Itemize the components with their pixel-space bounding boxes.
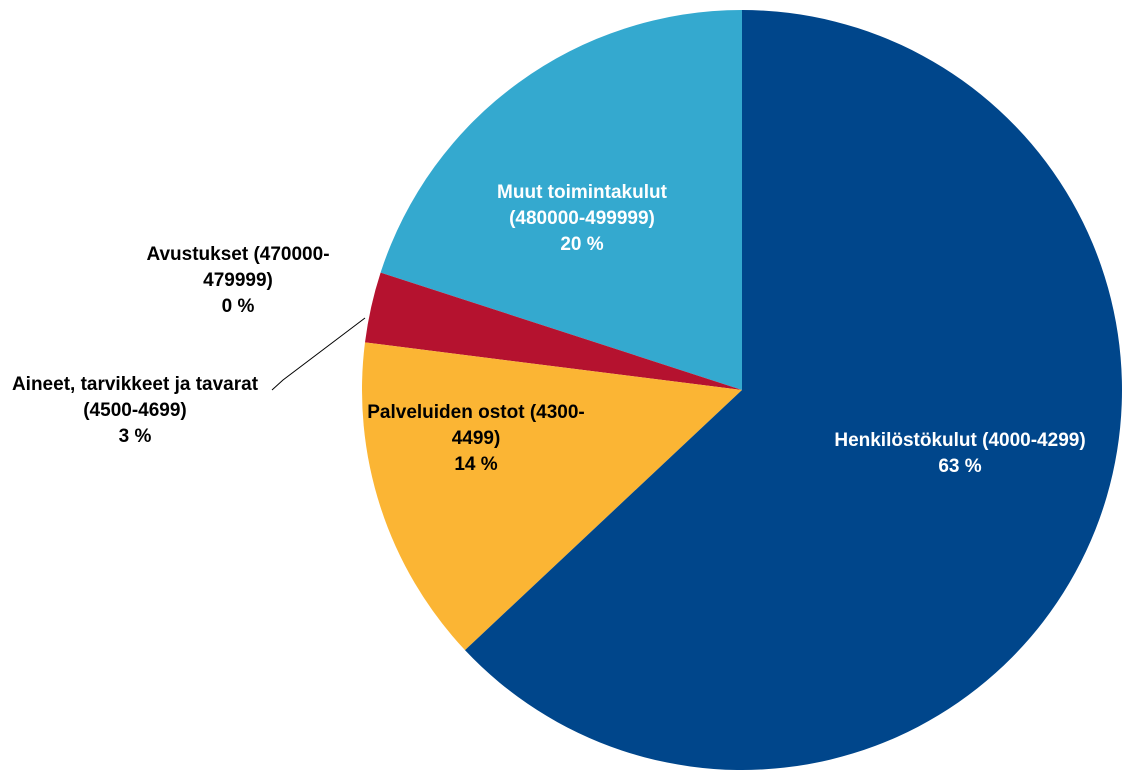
- category-label: Aineet, tarvikkeet ja tavarat (4500-4699…: [11, 374, 259, 421]
- slice-label: Avustukset (470000-479999) 0 %: [138, 242, 338, 320]
- pie-slice: [364, 272, 742, 390]
- value-label: 20 %: [560, 234, 604, 255]
- category-label: Avustukset (470000-479999): [146, 244, 330, 291]
- category-label: Muut toimintakulut (480000-499999): [497, 182, 667, 229]
- category-label: Palveluiden ostot (4300-4499): [367, 402, 585, 449]
- category-label: Henkilöstökulut (4000-4299): [834, 430, 1086, 451]
- pie-slice: [361, 342, 742, 651]
- slice-label: Aineet, tarvikkeet ja tavarat (4500-4699…: [0, 372, 273, 450]
- pie-slice: [464, 10, 1122, 770]
- value-label: 63 %: [938, 456, 982, 477]
- value-label: 3 %: [118, 426, 152, 447]
- slice-label: Palveluiden ostot (4300-4499) 14 %: [366, 400, 586, 478]
- value-label: 0 %: [221, 296, 255, 317]
- slice-label: Muut toimintakulut (480000-499999) 20 %: [472, 180, 692, 258]
- slice-label: Henkilöstökulut (4000-4299) 63 %: [810, 428, 1110, 480]
- pie-slice: [380, 10, 742, 390]
- leader-line: [271, 317, 366, 391]
- value-label: 14 %: [454, 454, 498, 475]
